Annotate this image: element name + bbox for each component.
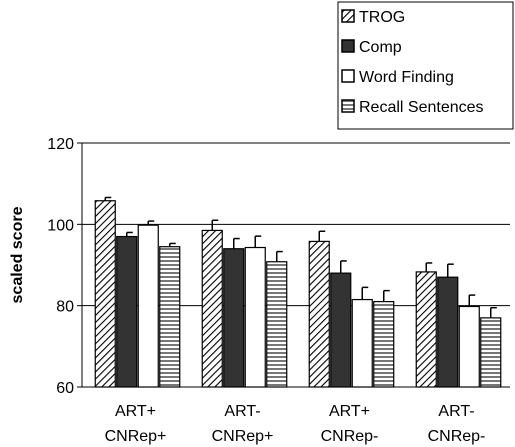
y-tick-label: 80 — [56, 299, 74, 316]
bar-recall-sentences — [159, 246, 181, 388]
y-tick-label: 60 — [56, 380, 74, 397]
y-tick-label: 100 — [47, 217, 74, 234]
category-label: ART- — [438, 403, 474, 420]
bar-word-finding — [137, 224, 159, 388]
bar-trog — [94, 200, 116, 388]
legend-label: Recall Sentences — [359, 99, 484, 116]
legend-swatch-recall-sentences — [341, 99, 355, 113]
category-label: CNRep- — [428, 428, 486, 445]
bar-word-finding — [458, 305, 480, 388]
bar-trog — [415, 271, 437, 388]
bar-trog — [201, 229, 223, 388]
bar-comp — [223, 248, 245, 388]
legend-swatch-trog — [341, 9, 355, 23]
y-axis-ticks: 60 80 100 120 — [47, 136, 82, 397]
bar-recall-sentences — [266, 261, 288, 388]
legend-swatch-word-finding — [341, 69, 355, 83]
x-axis-categories: ART+ CNRep+ ART- CNRep+ ART+ CNRep- ART- CNRep- — [105, 403, 486, 445]
category-label: ART+ — [115, 403, 156, 420]
bar-recall-sentences — [480, 317, 502, 388]
error-bars — [104, 196, 497, 318]
bar-comp — [330, 272, 352, 388]
bars — [94, 200, 502, 388]
y-axis-title: scaled score — [9, 206, 26, 303]
bar-word-finding — [244, 246, 266, 388]
legend: TROG Comp Word Finding Recall Sentences — [337, 1, 514, 130]
legend-label: Word Finding — [359, 69, 454, 86]
y-tick-label: 120 — [47, 136, 74, 153]
bar-word-finding — [351, 298, 373, 388]
legend-box — [337, 1, 514, 130]
category-label: ART+ — [329, 403, 370, 420]
bar-recall-sentences — [373, 301, 395, 388]
bar-comp — [437, 276, 459, 388]
legend-label: Comp — [359, 39, 402, 56]
bar-trog — [308, 240, 330, 388]
legend-swatch-comp — [341, 39, 355, 53]
category-label: CNRep+ — [105, 428, 167, 445]
category-label: CNRep+ — [212, 428, 274, 445]
bar-comp — [116, 235, 138, 388]
category-label: ART- — [224, 403, 260, 420]
category-label: CNRep- — [321, 428, 379, 445]
legend-label: TROG — [359, 9, 405, 26]
